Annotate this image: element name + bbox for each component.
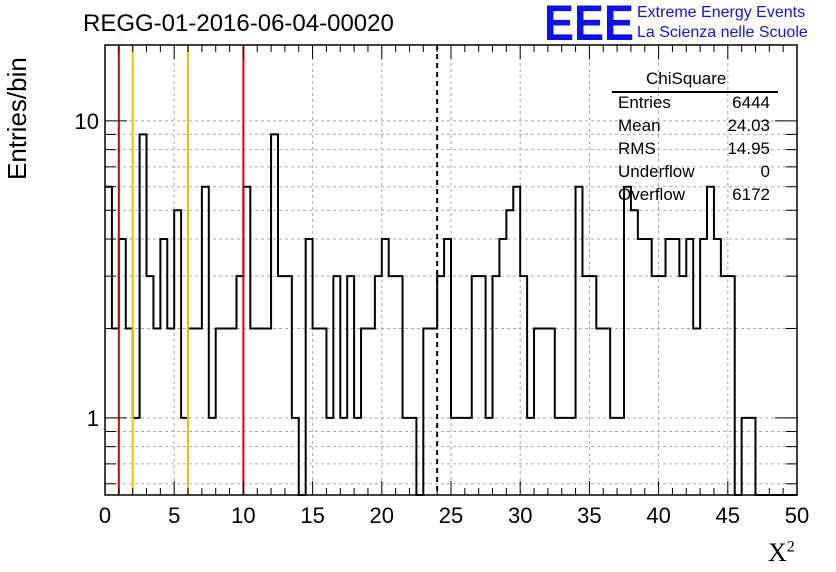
stats-title-underline: [612, 91, 778, 93]
stats-value: 6444: [732, 93, 770, 112]
histogram-title: REGG-01-2016-06-04-00020: [83, 10, 394, 37]
y-tick-label: 1: [87, 406, 99, 431]
x-tick-label: 45: [716, 503, 740, 528]
x-tick-label: 5: [168, 503, 180, 528]
x-axis-label: X2: [768, 538, 795, 567]
eee-logo: EEE: [544, 2, 634, 42]
x-tick-label: 20: [370, 503, 394, 528]
x-tick-label: 40: [646, 503, 670, 528]
stats-label: Mean: [618, 116, 661, 135]
x-tick-label: 50: [785, 503, 809, 528]
y-axis-label: Entries/bin: [2, 57, 32, 180]
stats-label: RMS: [618, 139, 656, 158]
x-tick-label: 10: [231, 503, 255, 528]
x-tick-label: 35: [577, 503, 601, 528]
y-tick-label: 10: [75, 109, 99, 134]
x-tick-label: 15: [300, 503, 324, 528]
stats-value: 14.95: [727, 139, 770, 158]
stats-value: 24.03: [727, 116, 770, 135]
x-tick-label: 30: [508, 503, 532, 528]
stats-label: Entries: [618, 93, 671, 112]
x-tick-label: 25: [439, 503, 463, 528]
svg-text:EEE: EEE: [544, 2, 634, 42]
stats-value: 0: [760, 162, 770, 181]
stats-value: 6172: [732, 185, 770, 204]
stats-title: ChiSquare: [646, 69, 727, 88]
logo-line-2: La Scienza nelle Scuole: [637, 24, 808, 41]
stats-label: Overflow: [618, 185, 686, 204]
stats-label: Underflow: [618, 162, 695, 181]
x-tick-label: 0: [99, 503, 111, 528]
logo-line-1: Extreme Energy Events: [637, 4, 806, 21]
